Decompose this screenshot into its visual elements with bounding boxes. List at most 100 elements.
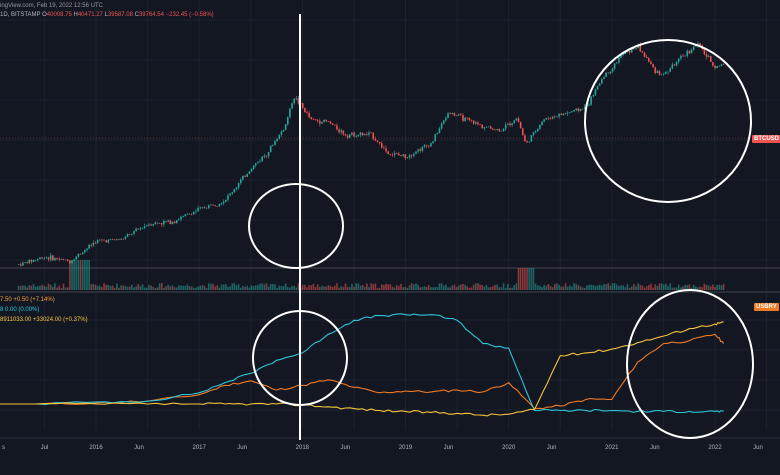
candle-body — [421, 146, 424, 151]
candle-body — [425, 145, 428, 146]
volume-bar — [182, 285, 184, 290]
volume-bar — [135, 286, 137, 290]
candle-body — [210, 204, 212, 206]
volume-bar — [128, 286, 131, 290]
candle-body — [272, 145, 274, 146]
volume-bar — [105, 284, 108, 290]
candle-body — [60, 259, 63, 260]
candle-body — [645, 56, 648, 59]
candle-body — [92, 242, 95, 246]
volume-bar — [259, 283, 261, 290]
candle-body — [186, 214, 189, 215]
volume-bar — [701, 287, 704, 290]
candle-body — [479, 124, 481, 125]
candle-body — [310, 117, 313, 119]
candle-body — [509, 123, 511, 126]
volume-bar — [30, 285, 33, 290]
candle-body — [472, 120, 475, 124]
candle-body — [398, 153, 400, 156]
volume-bar — [462, 284, 464, 290]
volume-bar — [141, 284, 144, 290]
volume-bar — [293, 285, 296, 290]
volume-bar — [709, 286, 712, 290]
volume-bar — [592, 285, 595, 290]
candle-body — [556, 116, 558, 118]
candle-body — [611, 68, 614, 72]
candle-body — [201, 207, 204, 208]
volume-bar — [675, 287, 678, 290]
candle-body — [436, 132, 439, 135]
open-label: O — [42, 12, 47, 18]
candle-body — [34, 259, 37, 261]
annotation-circle-2021-peak — [584, 39, 752, 203]
candle-body — [489, 126, 492, 129]
indicator-series — [0, 313, 725, 417]
candle-body — [385, 148, 387, 152]
candle-body — [237, 183, 240, 188]
volume-bar — [402, 287, 404, 290]
volume-bar — [26, 287, 28, 290]
candle-body — [466, 117, 469, 119]
candle-body — [581, 108, 584, 110]
volume-bar — [682, 286, 684, 290]
indicator-tag: USBRY — [754, 303, 779, 311]
candle-body — [218, 203, 221, 207]
volume-bar — [575, 284, 577, 290]
volume-bar — [321, 285, 323, 290]
candle-body — [220, 203, 223, 204]
volume-bar — [671, 287, 674, 290]
candle-body — [269, 145, 272, 153]
volume-bar — [214, 286, 216, 290]
candle-body — [133, 231, 135, 234]
candle-body — [690, 49, 693, 54]
x-tick-label: Jun — [444, 445, 454, 451]
volume-bar — [143, 287, 146, 290]
candle-body — [195, 211, 197, 212]
volume-bar — [54, 283, 56, 290]
candle-body — [333, 124, 336, 126]
candle-body — [419, 149, 422, 151]
volume-bar — [434, 287, 436, 290]
volume-bar — [468, 287, 471, 290]
candle-body — [445, 118, 447, 121]
candle-body — [41, 257, 43, 259]
x-tick-label: 2021 — [605, 445, 619, 451]
candle-body — [432, 141, 434, 143]
volume-bar — [601, 285, 603, 290]
x-tick-label: s — [2, 445, 5, 451]
volume-bar — [306, 287, 308, 290]
candle-body — [321, 122, 323, 124]
volume-bar — [353, 286, 355, 290]
candle-body — [52, 255, 54, 261]
volume-bar — [131, 284, 133, 290]
candle-body — [460, 114, 462, 116]
candle-body — [45, 257, 48, 259]
volume-bar — [415, 283, 417, 290]
candle-body — [539, 124, 541, 129]
volume-bar — [374, 283, 377, 290]
candle-body — [609, 71, 612, 74]
volume-bar — [677, 284, 680, 290]
candle-body — [376, 140, 379, 143]
volume-bar — [323, 286, 325, 290]
candle-body — [380, 143, 383, 148]
candle-body — [276, 138, 278, 142]
volume-bar — [308, 285, 310, 290]
candle-body — [101, 239, 103, 241]
volume-bar — [620, 285, 622, 290]
volume-bar — [49, 284, 52, 290]
volume-bar — [280, 286, 283, 290]
candle-body — [498, 129, 501, 132]
volume-bar — [120, 285, 122, 290]
volume-bar — [684, 284, 686, 290]
candle-body — [152, 224, 155, 226]
candle-body — [284, 124, 287, 130]
volume-bar — [464, 284, 466, 290]
volume-bar — [310, 285, 313, 290]
volume-bar — [222, 284, 225, 290]
candle-body — [400, 155, 402, 156]
volume-bar — [56, 287, 58, 290]
candle-body — [105, 240, 108, 243]
